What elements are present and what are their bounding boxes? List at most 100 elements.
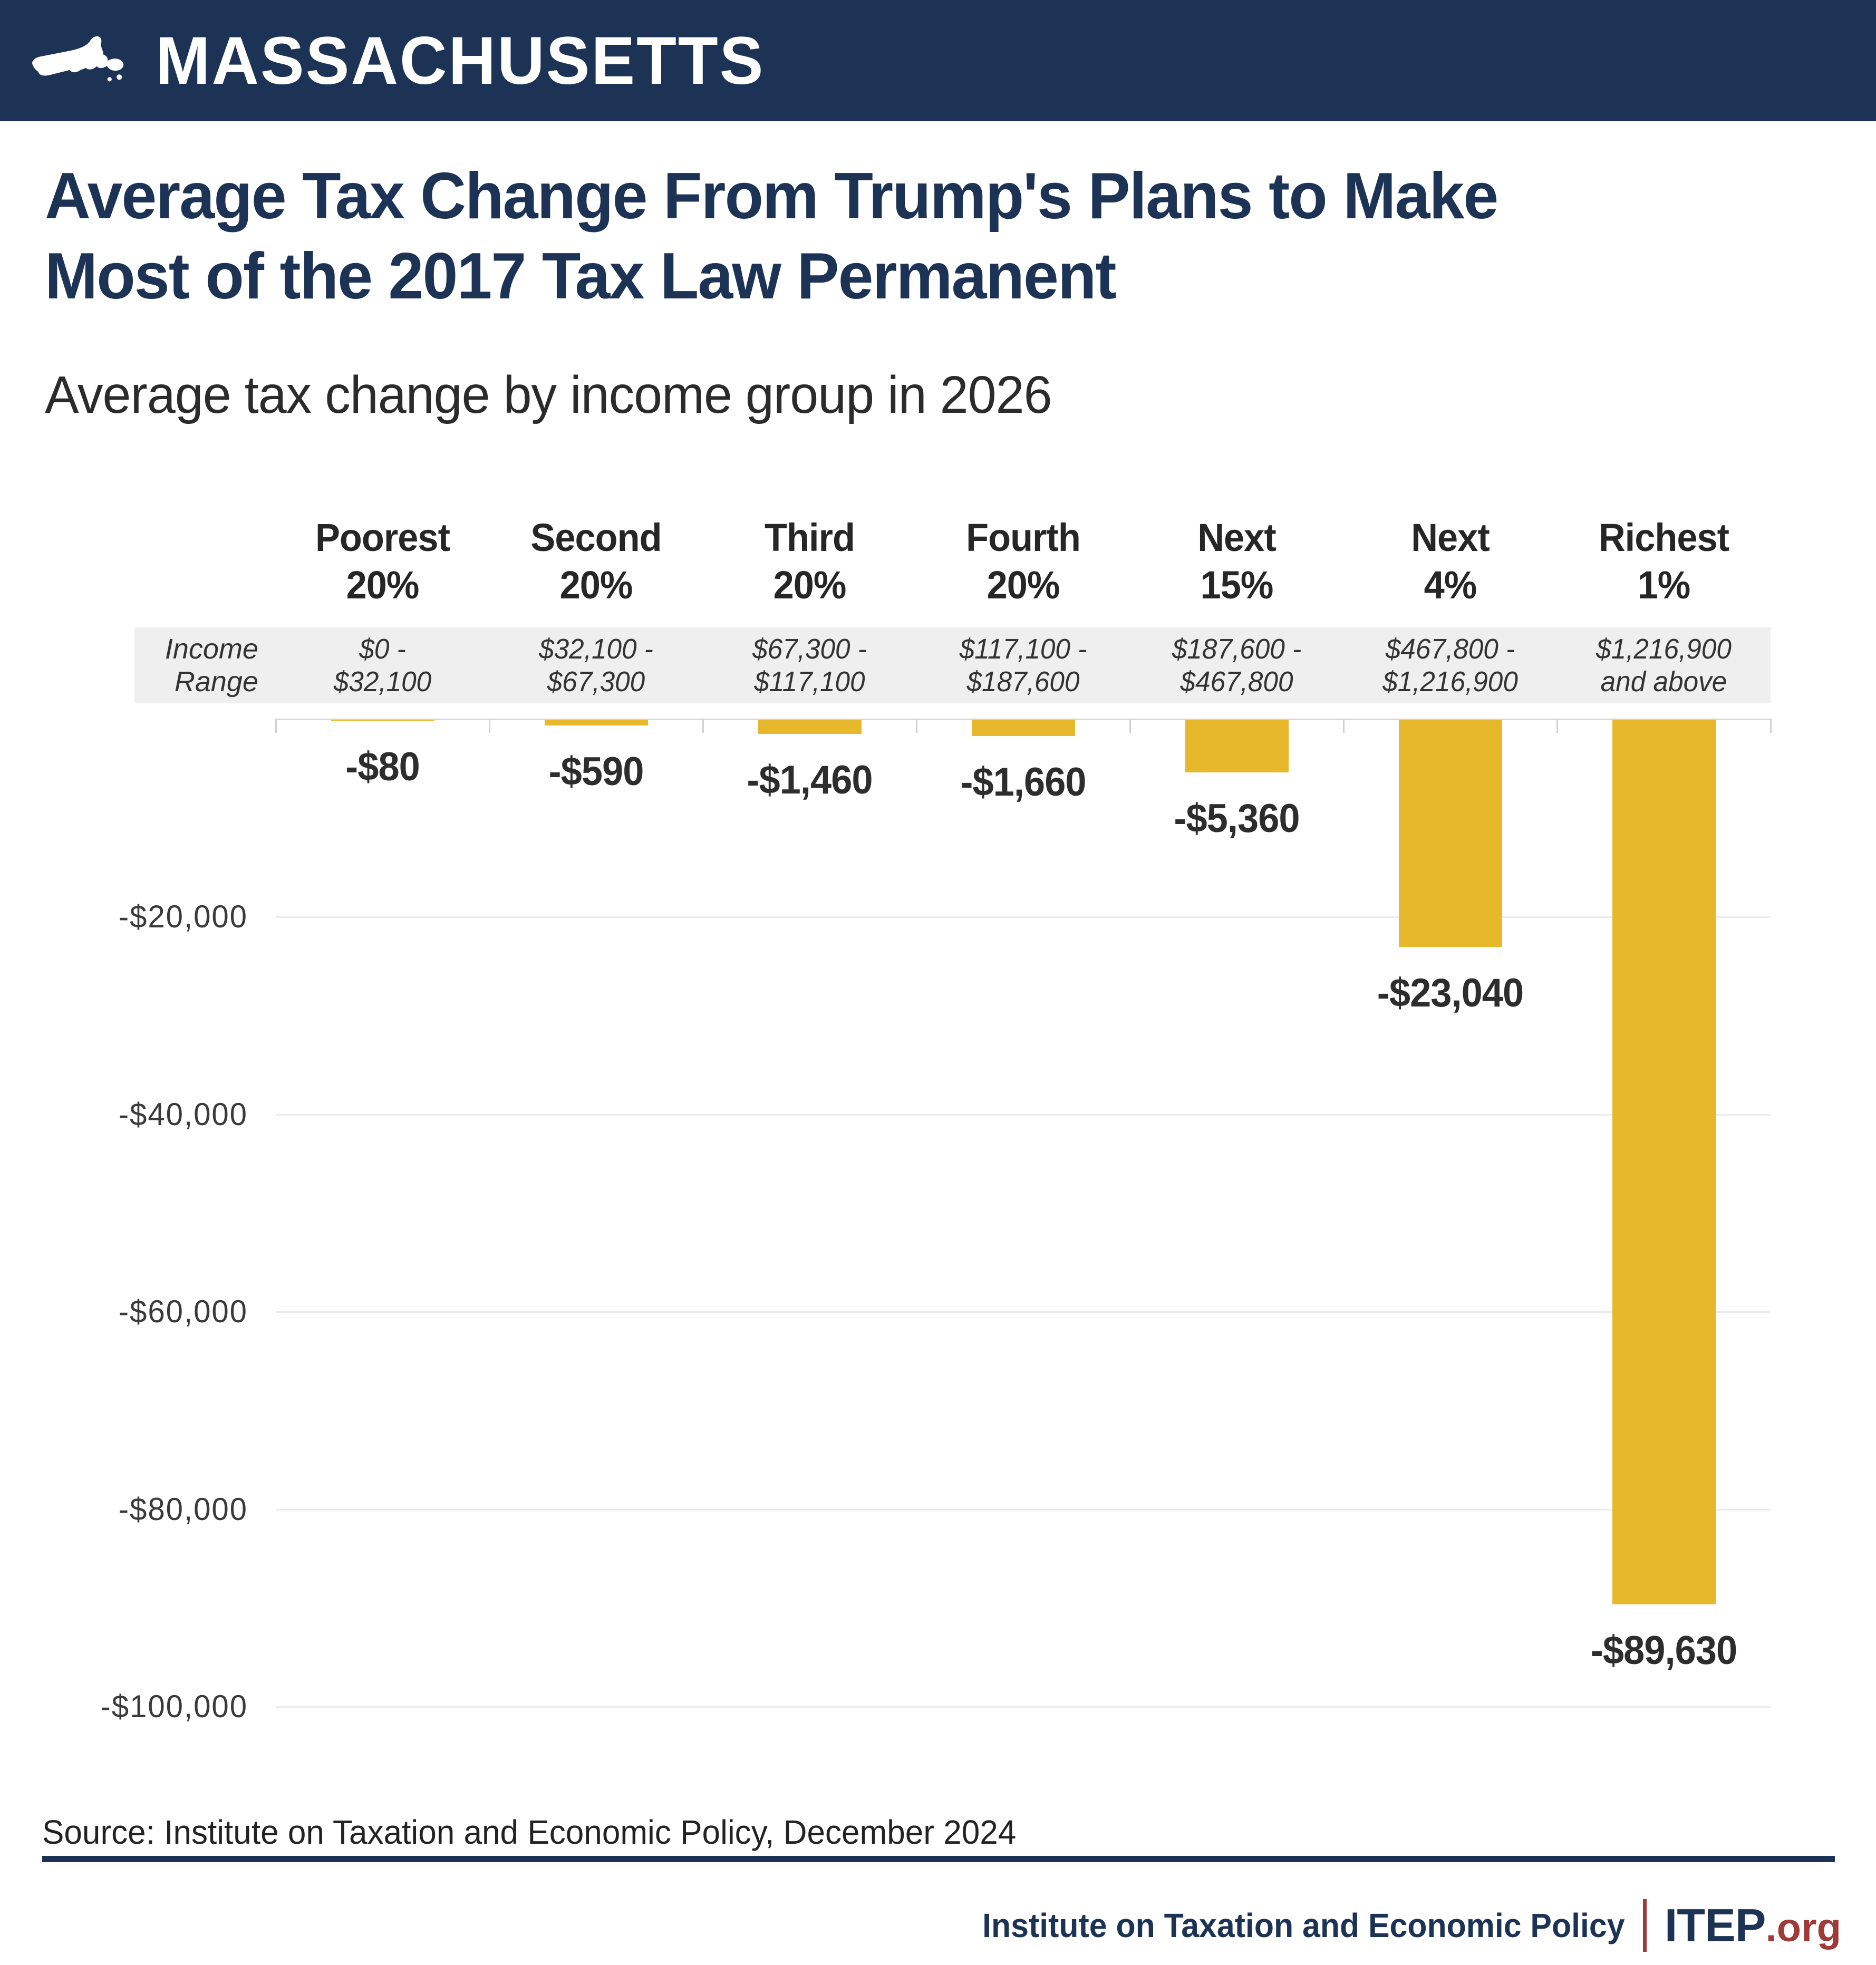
chart-subtitle: Average tax change by income group in 20… bbox=[45, 365, 1052, 424]
axis-tick bbox=[1343, 719, 1345, 733]
column-header-line1: Third bbox=[765, 516, 855, 559]
income-range-line: $467,800 - bbox=[1385, 633, 1515, 665]
gridline--100000 bbox=[276, 1706, 1771, 1708]
bar bbox=[1399, 720, 1502, 947]
bar bbox=[1185, 720, 1289, 772]
axis-tick bbox=[275, 719, 277, 733]
income-range-line: $67,300 - bbox=[752, 633, 867, 665]
y-axis-label: -$20,000 bbox=[118, 899, 248, 934]
column-header-line2: 4% bbox=[1424, 563, 1477, 607]
bar-group: Richest 1% $1,216,900 and above -$89,630 bbox=[1557, 0, 1771, 1965]
gridline--60000 bbox=[276, 1311, 1771, 1313]
income-range-line: $67,300 bbox=[547, 666, 645, 698]
axis-tick bbox=[1129, 719, 1131, 733]
bar-group: Second 20% $32,100 - $67,300 -$590 bbox=[489, 0, 703, 1965]
column-header-line2: 20% bbox=[559, 563, 633, 607]
axis-tick bbox=[702, 719, 704, 733]
bar-value-label: -$80 bbox=[345, 744, 420, 789]
bar-value-label: -$1,460 bbox=[747, 758, 873, 802]
page-title-line2: Most of the 2017 Tax Law Permanent bbox=[45, 240, 1117, 313]
bar-value-label: -$590 bbox=[548, 749, 644, 794]
income-range-line: $117,100 bbox=[754, 666, 865, 698]
income-range-line: $187,600 - bbox=[1172, 633, 1302, 665]
column-header: Third 20% bbox=[708, 514, 911, 609]
itep-logo: ITEP .org bbox=[1665, 1899, 1841, 1952]
axis-tick bbox=[489, 719, 490, 733]
axis-tick bbox=[1556, 719, 1558, 733]
y-axis-label: -$100,000 bbox=[100, 1689, 248, 1724]
bar-value-label: -$5,360 bbox=[1174, 796, 1300, 841]
bar-group: Poorest 20% $0 - $32,100 -$80 bbox=[276, 0, 489, 1965]
column-header-line2: 15% bbox=[1200, 563, 1274, 607]
axis-tick bbox=[1770, 719, 1772, 733]
income-range-line: $32,100 bbox=[333, 666, 432, 698]
income-range-line: $1,216,900 bbox=[1596, 633, 1732, 665]
axis-tick bbox=[916, 719, 917, 733]
column-header-line1: Richest bbox=[1598, 516, 1729, 559]
income-range-line: and above bbox=[1600, 666, 1727, 698]
page-title-line1: Average Tax Change From Trump's Plans to… bbox=[45, 160, 1498, 233]
bar-group: Next 15% $187,600 - $467,800 -$5,360 bbox=[1130, 0, 1343, 1965]
gridline--40000 bbox=[276, 1114, 1771, 1116]
income-range-line: $1,216,900 bbox=[1382, 666, 1518, 698]
income-range-cell: $1,216,900 and above bbox=[1562, 633, 1765, 698]
column-header-line2: 20% bbox=[987, 563, 1060, 607]
column-header-line1: Next bbox=[1411, 516, 1490, 559]
bar bbox=[331, 720, 434, 721]
income-range-cell: $187,600 - $467,800 bbox=[1135, 633, 1338, 698]
y-axis-label: -$40,000 bbox=[118, 1097, 248, 1132]
column-header-line2: 20% bbox=[773, 563, 847, 607]
income-range-row-label-line2: Range bbox=[174, 666, 258, 698]
income-range-cell: $467,800 - $1,216,900 bbox=[1349, 633, 1552, 698]
footer-org-name: Institute on Taxation and Economic Polic… bbox=[982, 1906, 1625, 1944]
bar-group: Next 4% $467,800 - $1,216,900 -$23,040 bbox=[1343, 0, 1557, 1965]
source-note: Source: Institute on Taxation and Econom… bbox=[42, 1813, 1017, 1851]
column-header: Second 20% bbox=[495, 514, 698, 609]
income-range-strip bbox=[134, 627, 1771, 703]
income-range-line: $187,600 bbox=[966, 666, 1080, 698]
column-header: Richest 1% bbox=[1562, 514, 1765, 609]
column-header-line2: 1% bbox=[1637, 563, 1691, 607]
column-header-line1: Poorest bbox=[315, 516, 450, 559]
bar bbox=[972, 720, 1075, 736]
column-header: Next 4% bbox=[1349, 514, 1552, 609]
income-range-cell: $0 - $32,100 bbox=[281, 633, 484, 698]
column-header: Poorest 20% bbox=[281, 514, 484, 609]
income-range-row-label-line1: Income bbox=[165, 633, 258, 665]
bar-value-label: -$1,660 bbox=[960, 760, 1086, 805]
bar bbox=[1612, 720, 1716, 1604]
page-title: Average Tax Change From Trump's Plans to… bbox=[45, 156, 1543, 316]
column-header: Next 15% bbox=[1135, 514, 1338, 609]
y-axis-label: -$80,000 bbox=[118, 1492, 248, 1527]
itep-logo-suffix: .org bbox=[1765, 1905, 1841, 1950]
state-name-label: MASSACHUSETTS bbox=[156, 23, 765, 99]
bar-value-label: -$23,040 bbox=[1377, 971, 1524, 1015]
itep-logo-text: ITEP bbox=[1664, 1899, 1766, 1951]
gridline--80000 bbox=[276, 1509, 1771, 1511]
bar-group: Third 20% $67,300 - $117,100 -$1,460 bbox=[703, 0, 916, 1965]
gridline--20000 bbox=[276, 916, 1771, 918]
footer-brand: Institute on Taxation and Economic Polic… bbox=[949, 1894, 1841, 1957]
bar-value-label: -$89,630 bbox=[1590, 1628, 1737, 1673]
bar bbox=[545, 720, 648, 725]
footer-brand-separator bbox=[1642, 1899, 1647, 1952]
income-range-cell: $67,300 - $117,100 bbox=[708, 633, 911, 698]
column-header-line1: Next bbox=[1197, 516, 1277, 559]
axis-baseline bbox=[276, 719, 1771, 720]
bar-group: Fourth 20% $117,100 - $187,600 -$1,660 bbox=[916, 0, 1130, 1965]
header-banner: MASSACHUSETTS bbox=[0, 0, 1876, 121]
column-header: Fourth 20% bbox=[922, 514, 1125, 609]
income-range-row-label: Income Range bbox=[121, 633, 258, 698]
income-range-line: $117,100 - bbox=[959, 633, 1087, 665]
y-axis-label: -$60,000 bbox=[118, 1294, 248, 1329]
income-range-cell: $32,100 - $67,300 bbox=[495, 633, 698, 698]
column-header-line1: Second bbox=[530, 516, 662, 559]
column-header-line2: 20% bbox=[346, 563, 420, 607]
income-range-line: $32,100 - bbox=[539, 633, 653, 665]
income-range-line: $0 - bbox=[359, 633, 406, 665]
massachusetts-state-icon bbox=[32, 36, 124, 81]
column-header-line1: Fourth bbox=[966, 516, 1081, 559]
income-range-cell: $117,100 - $187,600 bbox=[922, 633, 1125, 698]
